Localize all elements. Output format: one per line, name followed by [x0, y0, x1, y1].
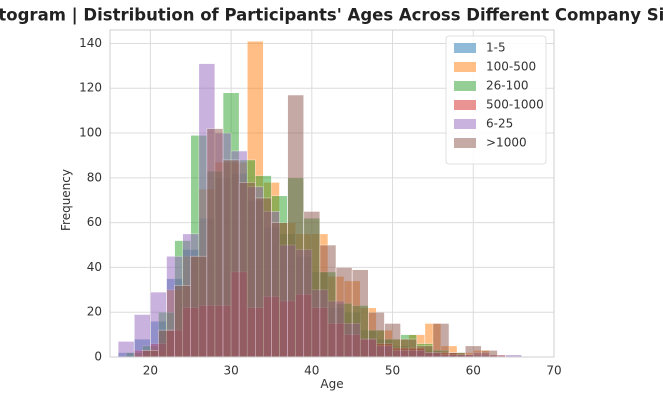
legend-label: 6-25 — [486, 117, 513, 131]
legend-swatch — [454, 62, 476, 72]
y-tick-label: 40 — [87, 260, 102, 274]
legend-swatch — [454, 43, 476, 53]
bar — [432, 323, 450, 358]
y-tick-label: 0 — [94, 350, 102, 364]
legend-label: 100-500 — [486, 60, 536, 74]
bar — [351, 269, 369, 358]
x-tick-label: 20 — [143, 364, 158, 378]
bar — [400, 338, 418, 358]
bar — [416, 345, 434, 358]
bar — [174, 285, 192, 358]
series — [141, 94, 498, 358]
x-tick-label: 60 — [466, 364, 481, 378]
legend-label: 1-5 — [486, 41, 506, 55]
bar — [206, 128, 224, 358]
bar — [287, 94, 305, 358]
legend-swatch — [454, 100, 476, 110]
bar — [271, 222, 288, 358]
bar — [335, 267, 353, 358]
bar — [158, 329, 175, 358]
legend-swatch — [454, 138, 476, 148]
x-tick-label: 50 — [385, 364, 400, 378]
legend-label: >1000 — [486, 136, 527, 150]
y-tick-label: 120 — [79, 81, 102, 95]
y-tick-label: 80 — [87, 170, 102, 184]
x-tick-label: 30 — [223, 364, 238, 378]
bar — [141, 349, 159, 358]
bar — [190, 255, 208, 358]
bar — [384, 323, 401, 358]
y-tick-label: 60 — [87, 215, 102, 229]
bar — [481, 349, 498, 358]
bar — [222, 159, 240, 358]
x-axis-label: Age — [320, 377, 343, 391]
legend-label: 500-1000 — [486, 98, 544, 112]
chart-title: Histogram | Distribution of Participants… — [0, 6, 663, 26]
bar — [319, 244, 337, 358]
legend-swatch — [454, 81, 476, 91]
legend-label: 26-100 — [486, 79, 529, 93]
bar — [117, 341, 135, 358]
y-tick-label: 100 — [79, 126, 102, 140]
y-tick-label: 20 — [87, 305, 102, 319]
bar — [448, 352, 466, 358]
x-tick-label: 70 — [546, 364, 561, 378]
x-tick-label: 40 — [304, 364, 319, 378]
bar — [368, 311, 385, 358]
bar — [464, 345, 482, 358]
y-axis-label: Frequency — [59, 169, 73, 231]
bar — [238, 182, 256, 358]
legend-swatch — [454, 119, 476, 129]
bar — [303, 211, 321, 358]
bar — [255, 197, 272, 358]
y-tick-label: 140 — [79, 36, 102, 50]
plot-frame — [109, 29, 555, 358]
